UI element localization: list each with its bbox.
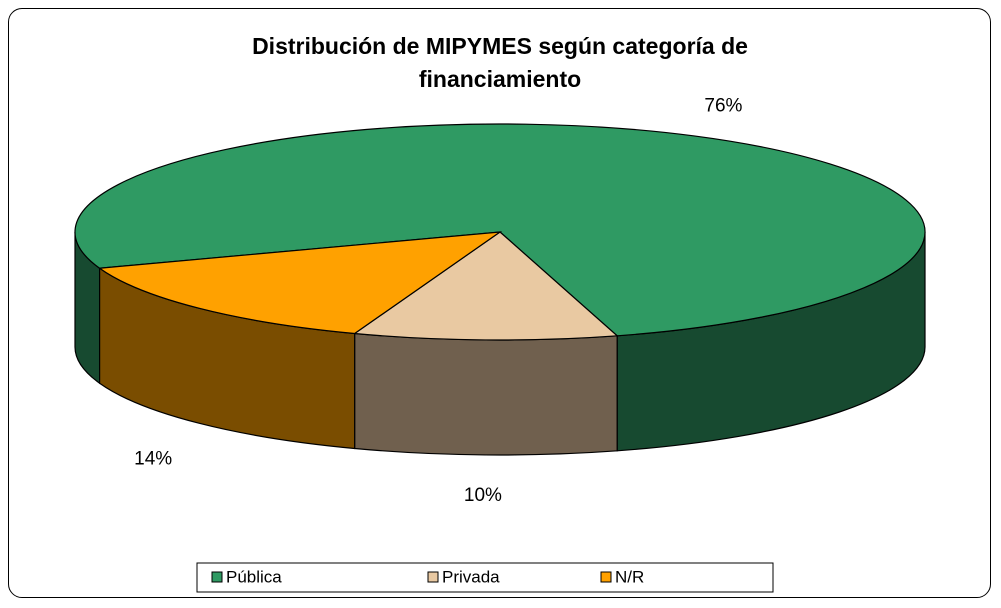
legend-box [196,562,774,593]
legend-label: Pública [226,567,282,586]
chart-title: Distribución de MIPYMES según categoría … [252,33,748,92]
legend-label: N/R [615,567,644,586]
chart-frame [8,8,991,598]
data-label: 76% [704,96,742,117]
legend-swatch [211,571,223,583]
data-label: 14% [134,449,172,470]
pie-side [354,332,618,456]
legend-swatch [600,571,612,583]
legend-label: Privada [442,567,500,586]
legend-swatch [427,571,439,583]
pie-slice [352,231,619,341]
pie-slice [74,123,926,337]
data-label: 10% [464,485,502,506]
pie-tops [74,123,926,341]
pie-slice [97,231,503,335]
